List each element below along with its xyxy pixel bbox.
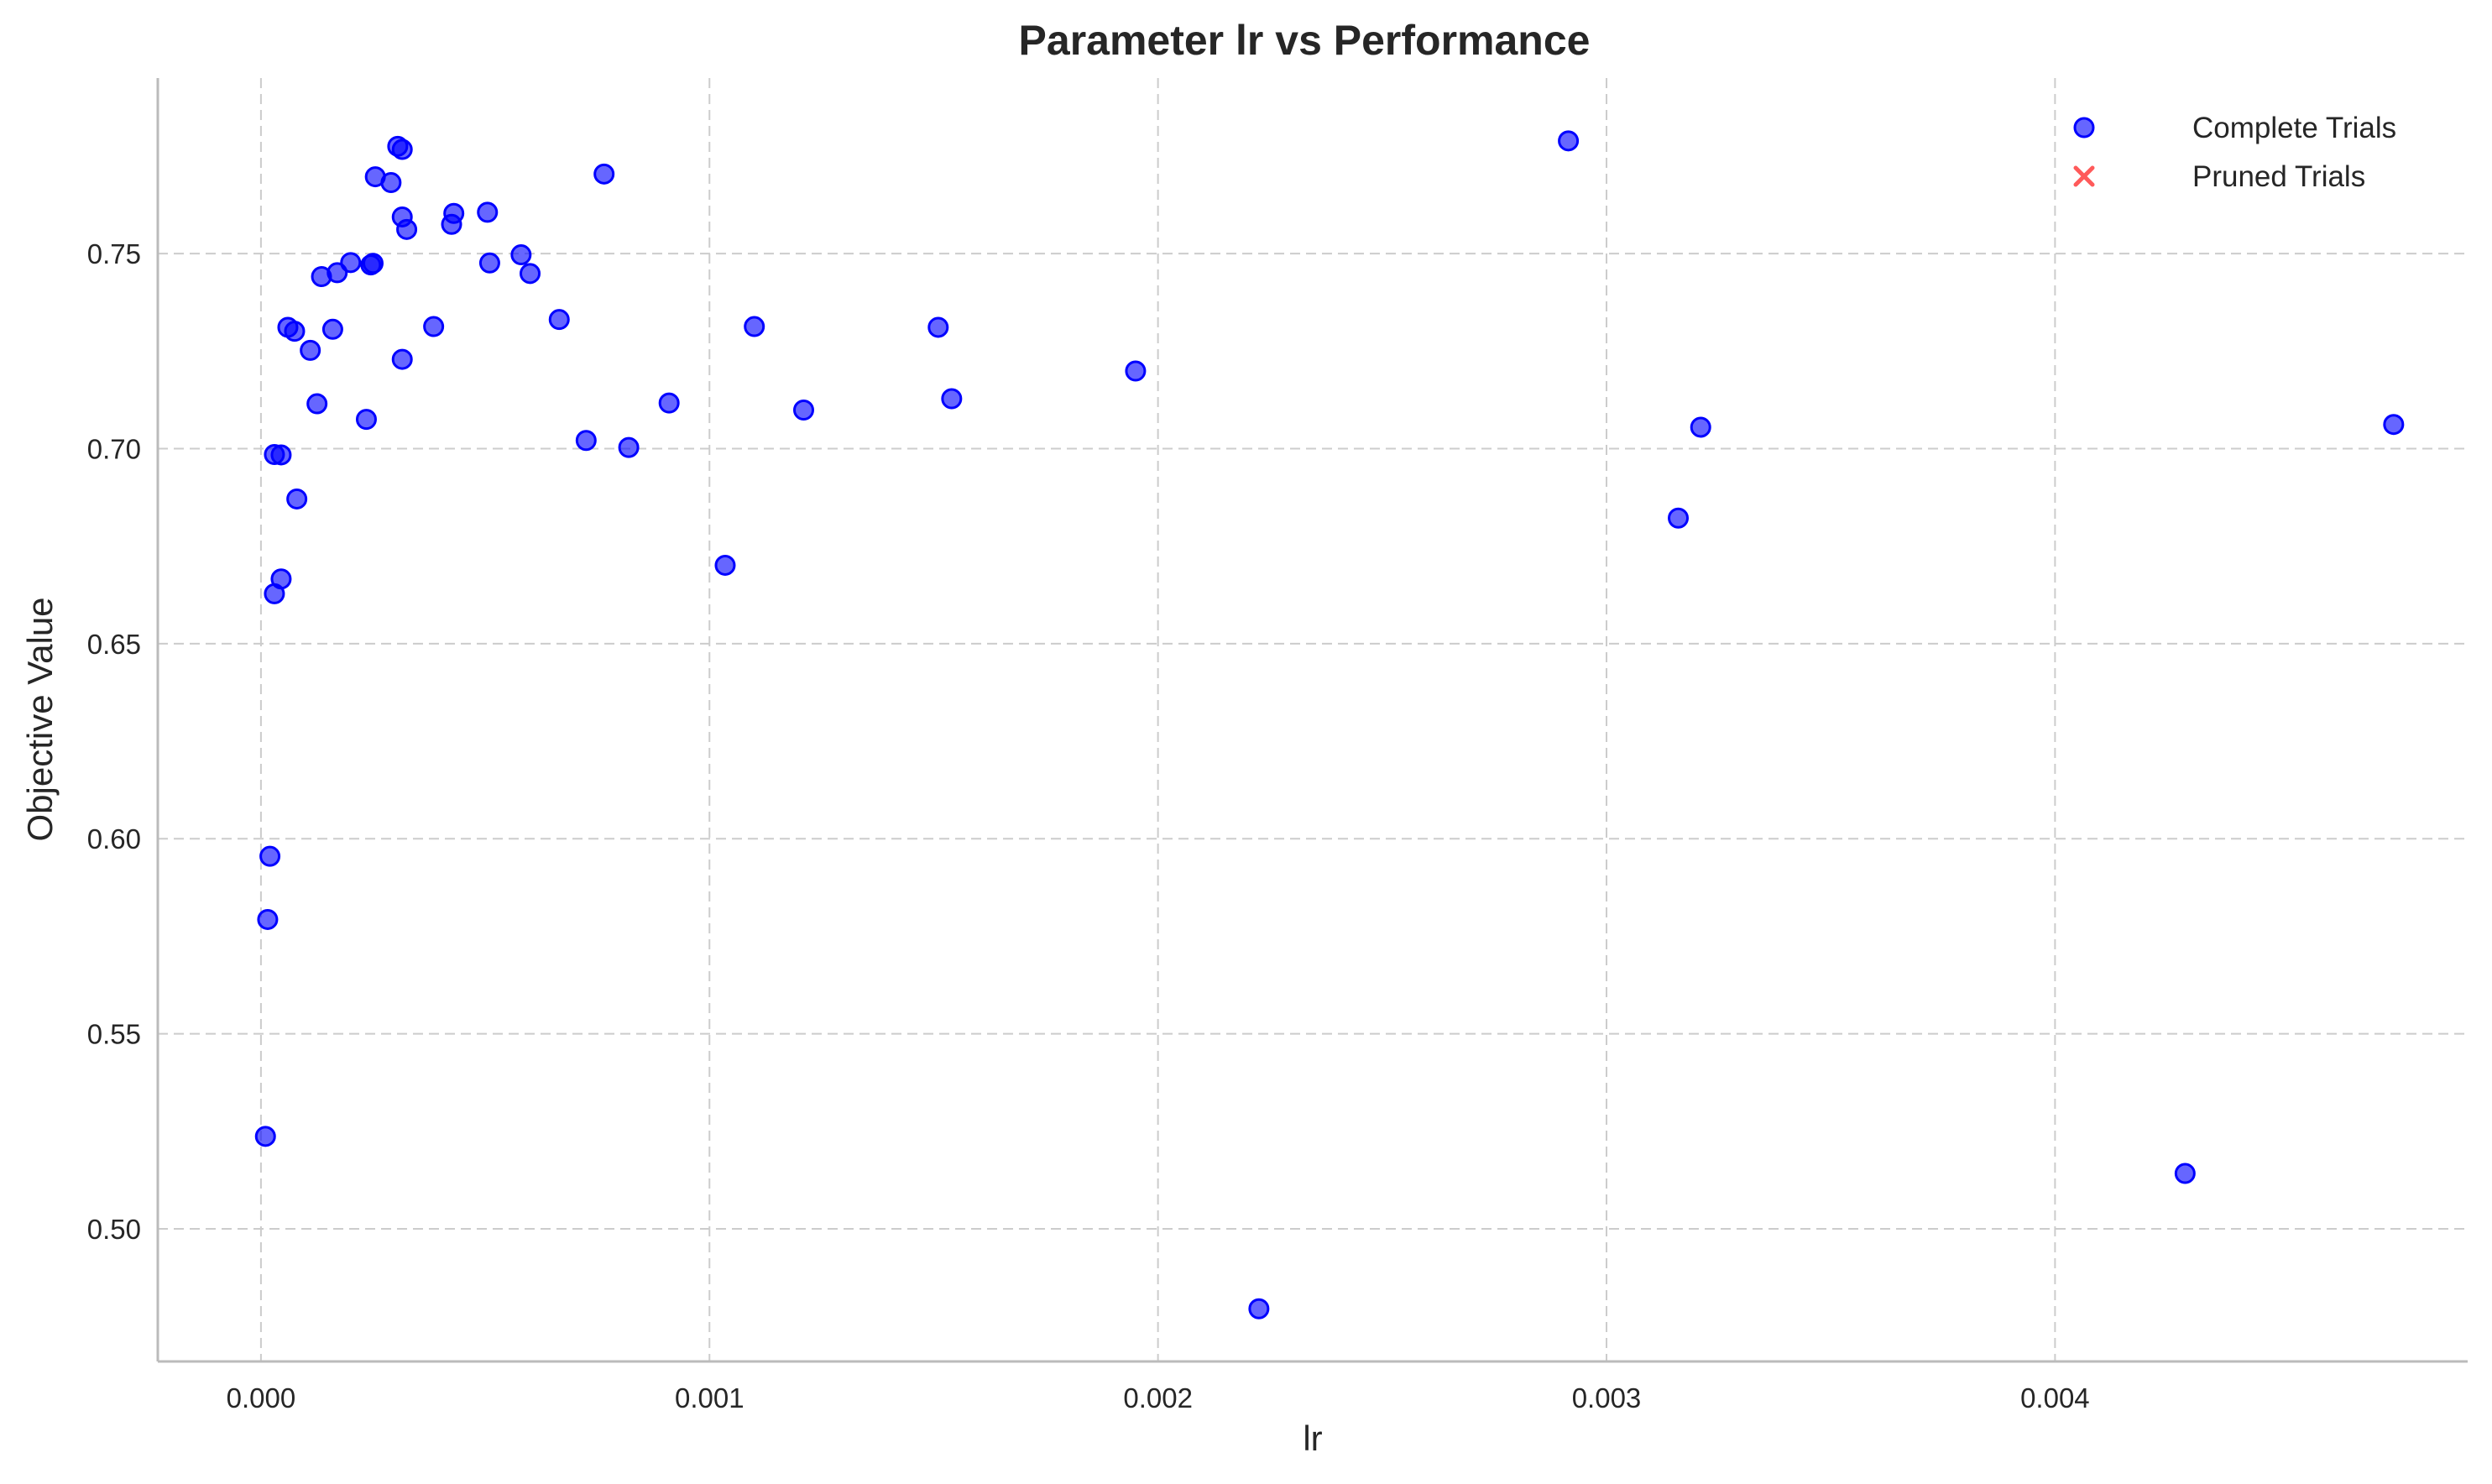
y-tick-label: 0.55 <box>87 1019 141 1050</box>
scatter-point-complete-trial <box>391 138 413 160</box>
x-tick-label: 0.002 <box>1123 1382 1193 1413</box>
axes-spines <box>156 78 2468 1363</box>
y-tick-labels: 0.50 0.55 0.60 0.65 0.70 0.75 <box>87 238 141 1245</box>
x-tick-label: 0.001 <box>675 1382 744 1413</box>
scatter-point-complete-trial <box>2174 1163 2196 1184</box>
scatter-point-complete-trial <box>478 252 500 274</box>
scatter-point-complete-trial <box>396 218 418 240</box>
scatter-point-complete-trial <box>443 202 465 224</box>
legend-marker-pruned <box>2073 165 2095 187</box>
legend: Complete Trials Pruned Trials <box>2073 112 2396 193</box>
scatter-point-complete-trial <box>658 392 680 414</box>
scatter-point-complete-trial <box>391 348 413 370</box>
y-tick-label: 0.50 <box>87 1214 141 1245</box>
scatter-point-complete-trial <box>284 321 306 342</box>
scatter-point-complete-trial <box>2383 414 2405 436</box>
x-tick-label: 0.000 <box>227 1382 296 1413</box>
x-tick-label: 0.004 <box>2020 1382 2090 1413</box>
scatter-point-complete-trial <box>270 444 292 466</box>
y-tick-label: 0.75 <box>87 238 141 269</box>
scatter-point-complete-trial <box>510 244 532 266</box>
scatter-point-complete-trial <box>927 316 949 338</box>
legend-label-complete: Complete Trials <box>2192 112 2396 144</box>
scatter-point-complete-trial <box>792 399 814 421</box>
scatter-point-complete-trial <box>340 252 362 274</box>
scatter-point-complete-trial <box>380 172 402 194</box>
scatter-point-complete-trial <box>520 263 541 285</box>
scatter-point-complete-trial <box>1125 360 1147 382</box>
scatter-point-complete-trial <box>593 163 615 185</box>
x-tick-label: 0.003 <box>1572 1382 1642 1413</box>
scatter-point-complete-trial <box>257 908 279 930</box>
scatter-point-complete-trial <box>1248 1298 1270 1319</box>
scatter-point-complete-trial <box>321 318 343 340</box>
scatter-point-complete-trial <box>1690 416 1711 438</box>
scatter-point-complete-trial <box>1558 130 1580 152</box>
scatter-point-complete-trial <box>270 568 292 590</box>
legend-marker-complete <box>2073 117 2095 138</box>
scatter-point-complete-trial <box>1668 507 1690 529</box>
scatter-point-complete-trial <box>744 316 765 337</box>
scatter-point-complete-trial <box>714 554 736 576</box>
y-tick-label: 0.70 <box>87 434 141 465</box>
scatter-point-complete-trial <box>423 316 445 337</box>
scatter-point-complete-trial <box>548 309 570 331</box>
y-axis-label: Objective Value <box>20 597 60 841</box>
x-axis-label: lr <box>1303 1419 1322 1458</box>
scatter-point-complete-trial <box>306 393 328 415</box>
scatter-point-complete-trial <box>618 436 640 458</box>
y-tick-label: 0.65 <box>87 629 141 660</box>
scatter-point-complete-trial <box>941 388 963 410</box>
scatter-points <box>254 130 2405 1319</box>
chart-title: Parameter lr vs Performance <box>1019 17 1591 64</box>
scatter-point-complete-trial <box>355 409 377 431</box>
gridlines <box>158 78 2468 1361</box>
scatter-point-complete-trial <box>254 1126 276 1147</box>
scatter-point-complete-trial <box>575 430 597 452</box>
y-tick-label: 0.60 <box>87 823 141 854</box>
scatter-point-complete-trial <box>259 845 281 867</box>
scatter-point-complete-trial <box>477 201 499 223</box>
legend-label-pruned: Pruned Trials <box>2192 160 2365 193</box>
scatter-point-complete-trial <box>300 339 321 361</box>
scatter-point-complete-trial <box>362 253 384 274</box>
x-tick-labels: 0.000 0.001 0.002 0.003 0.004 <box>227 1382 2090 1413</box>
scatter-point-complete-trial <box>286 488 308 509</box>
